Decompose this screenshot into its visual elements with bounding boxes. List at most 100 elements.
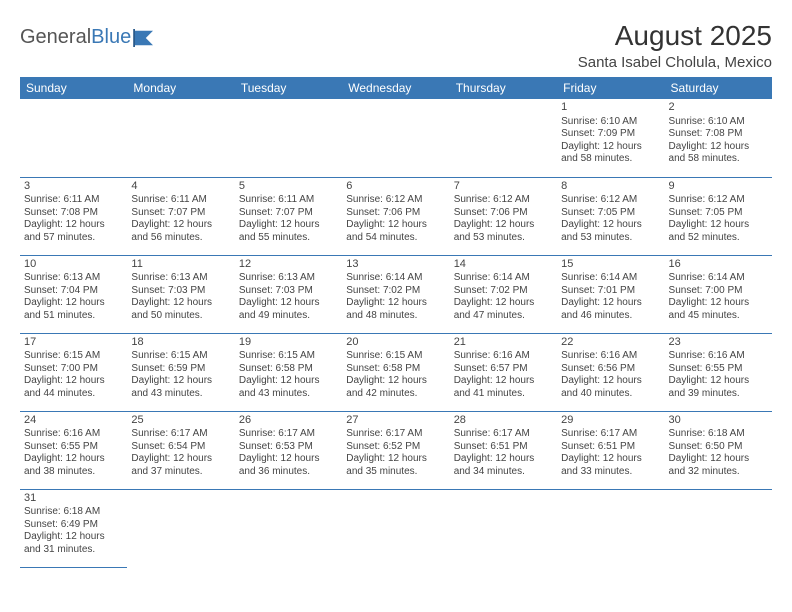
calendar-cell [665,489,772,567]
sunrise-text: Sunrise: 6:17 AM [346,428,445,441]
daylight-text: Daylight: 12 hours and 40 minutes. [561,375,660,400]
day-number: 12 [239,258,338,272]
sunrise-text: Sunrise: 6:11 AM [239,194,338,207]
sunrise-text: Sunrise: 6:15 AM [239,350,338,363]
page-header: GeneralBlue August 2025 Santa Isabel Cho… [20,20,772,71]
sunset-text: Sunset: 7:00 PM [24,363,123,376]
sunset-text: Sunset: 7:09 PM [561,128,660,141]
sunrise-text: Sunrise: 6:11 AM [24,194,123,207]
day-number: 16 [669,258,768,272]
sunset-text: Sunset: 6:54 PM [131,441,230,454]
sunset-text: Sunset: 7:00 PM [669,285,768,298]
day-number: 11 [131,258,230,272]
sunrise-text: Sunrise: 6:16 AM [561,350,660,363]
day-number: 14 [454,258,553,272]
daylight-text: Daylight: 12 hours and 55 minutes. [239,219,338,244]
weekday-friday: Friday [557,77,664,99]
location-text: Santa Isabel Cholula, Mexico [578,54,772,71]
day-number: 15 [561,258,660,272]
calendar-cell [450,489,557,567]
calendar-cell [450,99,557,177]
calendar-cell [342,99,449,177]
day-number: 9 [669,180,768,194]
sunset-text: Sunset: 7:03 PM [131,285,230,298]
day-number: 21 [454,336,553,350]
sunset-text: Sunset: 6:58 PM [239,363,338,376]
sunrise-text: Sunrise: 6:13 AM [239,272,338,285]
daylight-text: Daylight: 12 hours and 51 minutes. [24,297,123,322]
calendar-cell: 29Sunrise: 6:17 AMSunset: 6:51 PMDayligh… [557,411,664,489]
daylight-text: Daylight: 12 hours and 48 minutes. [346,297,445,322]
weekday-header-row: Sunday Monday Tuesday Wednesday Thursday… [20,77,772,99]
calendar-cell [20,99,127,177]
calendar-cell: 11Sunrise: 6:13 AMSunset: 7:03 PMDayligh… [127,255,234,333]
sunrise-text: Sunrise: 6:13 AM [131,272,230,285]
calendar-table: Sunday Monday Tuesday Wednesday Thursday… [20,77,772,568]
sunrise-text: Sunrise: 6:13 AM [24,272,123,285]
title-block: August 2025 Santa Isabel Cholula, Mexico [578,20,772,71]
calendar-cell [127,99,234,177]
sunset-text: Sunset: 7:07 PM [131,207,230,220]
weekday-wednesday: Wednesday [342,77,449,99]
day-number: 30 [669,414,768,428]
day-number: 27 [346,414,445,428]
sunrise-text: Sunrise: 6:14 AM [561,272,660,285]
daylight-text: Daylight: 12 hours and 36 minutes. [239,453,338,478]
day-number: 26 [239,414,338,428]
calendar-cell: 16Sunrise: 6:14 AMSunset: 7:00 PMDayligh… [665,255,772,333]
weekday-tuesday: Tuesday [235,77,342,99]
daylight-text: Daylight: 12 hours and 42 minutes. [346,375,445,400]
sunrise-text: Sunrise: 6:17 AM [561,428,660,441]
daylight-text: Daylight: 12 hours and 58 minutes. [669,141,768,166]
calendar-cell [127,489,234,567]
logo-flag-icon [133,29,155,47]
sunrise-text: Sunrise: 6:16 AM [24,428,123,441]
calendar-cell: 3Sunrise: 6:11 AMSunset: 7:08 PMDaylight… [20,177,127,255]
calendar-row: 1Sunrise: 6:10 AMSunset: 7:09 PMDaylight… [20,99,772,177]
sunset-text: Sunset: 7:08 PM [24,207,123,220]
sunset-text: Sunset: 7:08 PM [669,128,768,141]
calendar-cell: 30Sunrise: 6:18 AMSunset: 6:50 PMDayligh… [665,411,772,489]
daylight-text: Daylight: 12 hours and 50 minutes. [131,297,230,322]
day-number: 3 [24,180,123,194]
daylight-text: Daylight: 12 hours and 38 minutes. [24,453,123,478]
sunrise-text: Sunrise: 6:14 AM [669,272,768,285]
calendar-row: 24Sunrise: 6:16 AMSunset: 6:55 PMDayligh… [20,411,772,489]
logo-word1: General [20,26,91,48]
daylight-text: Daylight: 12 hours and 43 minutes. [131,375,230,400]
calendar-cell: 20Sunrise: 6:15 AMSunset: 6:58 PMDayligh… [342,333,449,411]
sunrise-text: Sunrise: 6:14 AM [346,272,445,285]
weekday-monday: Monday [127,77,234,99]
calendar-cell: 7Sunrise: 6:12 AMSunset: 7:06 PMDaylight… [450,177,557,255]
calendar-cell: 13Sunrise: 6:14 AMSunset: 7:02 PMDayligh… [342,255,449,333]
weekday-saturday: Saturday [665,77,772,99]
daylight-text: Daylight: 12 hours and 53 minutes. [454,219,553,244]
calendar-cell: 9Sunrise: 6:12 AMSunset: 7:05 PMDaylight… [665,177,772,255]
sunset-text: Sunset: 6:55 PM [24,441,123,454]
calendar-cell: 4Sunrise: 6:11 AMSunset: 7:07 PMDaylight… [127,177,234,255]
sunset-text: Sunset: 6:53 PM [239,441,338,454]
calendar-cell: 18Sunrise: 6:15 AMSunset: 6:59 PMDayligh… [127,333,234,411]
day-number: 10 [24,258,123,272]
daylight-text: Daylight: 12 hours and 58 minutes. [561,141,660,166]
calendar-cell: 28Sunrise: 6:17 AMSunset: 6:51 PMDayligh… [450,411,557,489]
calendar-cell: 22Sunrise: 6:16 AMSunset: 6:56 PMDayligh… [557,333,664,411]
sunset-text: Sunset: 6:51 PM [561,441,660,454]
sunset-text: Sunset: 6:58 PM [346,363,445,376]
sunset-text: Sunset: 6:56 PM [561,363,660,376]
calendar-cell [557,489,664,567]
sunrise-text: Sunrise: 6:14 AM [454,272,553,285]
daylight-text: Daylight: 12 hours and 47 minutes. [454,297,553,322]
daylight-text: Daylight: 12 hours and 31 minutes. [24,531,123,556]
daylight-text: Daylight: 12 hours and 57 minutes. [24,219,123,244]
sunrise-text: Sunrise: 6:16 AM [669,350,768,363]
calendar-cell: 5Sunrise: 6:11 AMSunset: 7:07 PMDaylight… [235,177,342,255]
daylight-text: Daylight: 12 hours and 52 minutes. [669,219,768,244]
sunrise-text: Sunrise: 6:12 AM [454,194,553,207]
day-number: 6 [346,180,445,194]
sunset-text: Sunset: 6:52 PM [346,441,445,454]
sunset-text: Sunset: 6:50 PM [669,441,768,454]
sunrise-text: Sunrise: 6:15 AM [24,350,123,363]
day-number: 5 [239,180,338,194]
day-number: 7 [454,180,553,194]
